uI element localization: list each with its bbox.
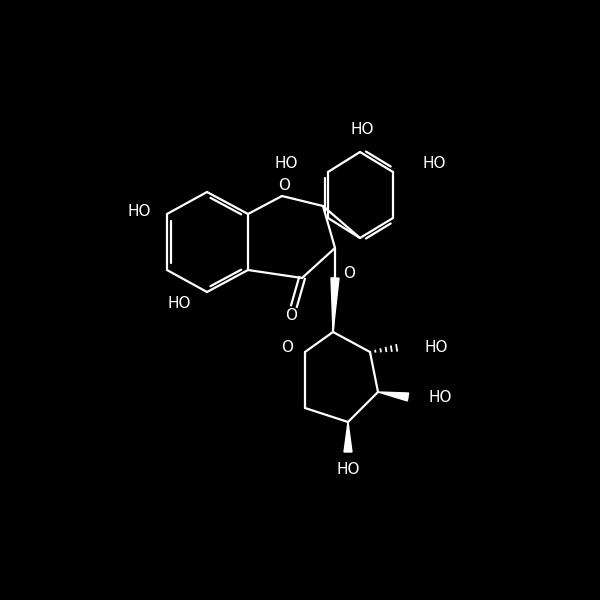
Text: O: O: [285, 308, 297, 323]
Polygon shape: [378, 392, 409, 401]
Polygon shape: [344, 422, 352, 452]
Text: HO: HO: [350, 122, 374, 137]
Text: O: O: [343, 266, 355, 281]
Text: HO: HO: [424, 340, 448, 355]
Polygon shape: [331, 278, 339, 332]
Text: HO: HO: [336, 463, 360, 478]
Text: HO: HO: [167, 296, 191, 311]
Text: O: O: [278, 179, 290, 193]
Text: O: O: [281, 340, 293, 355]
Text: HO: HO: [127, 205, 151, 220]
Text: HO: HO: [423, 157, 446, 172]
Text: HO: HO: [428, 389, 452, 404]
Text: HO: HO: [275, 157, 298, 172]
